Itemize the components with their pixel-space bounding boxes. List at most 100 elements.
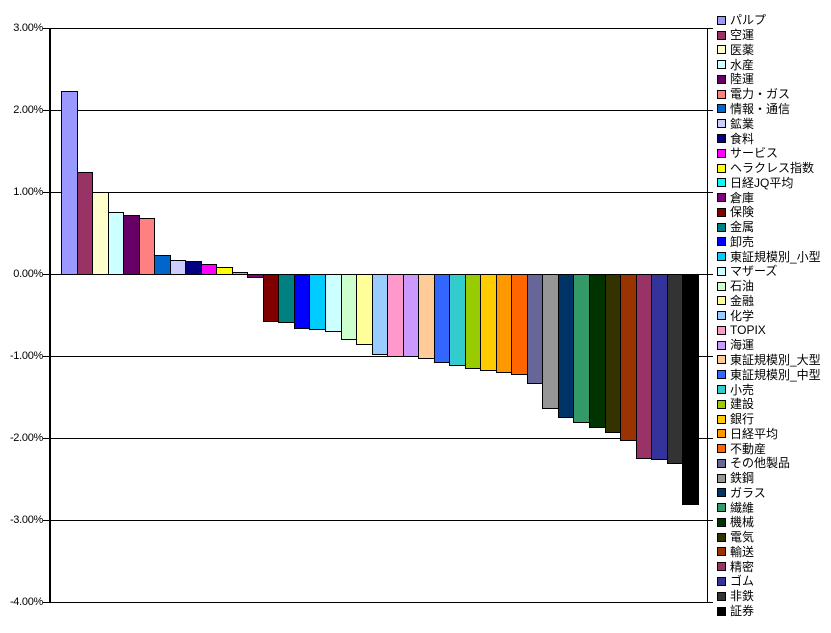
legend-item-マザーズ[interactable]: マザーズ [717, 264, 821, 279]
y-axis-tick-right [703, 602, 713, 603]
bar-陸運[interactable] [123, 214, 140, 275]
legend-item-日経平均[interactable]: 日経平均 [717, 426, 821, 441]
bar-パルプ[interactable] [61, 91, 78, 275]
legend-label: 非鉄 [730, 589, 755, 604]
legend-item-卸売[interactable]: 卸売 [717, 234, 821, 249]
bar-不動産[interactable] [511, 274, 528, 376]
bar-建設[interactable] [464, 274, 482, 370]
bar-ゴム[interactable] [651, 274, 668, 461]
legend-swatch-icon [717, 473, 726, 483]
legend-item-石油[interactable]: 石油 [717, 279, 821, 294]
legend-item-精密[interactable]: 精密 [717, 559, 821, 574]
legend-item-鉱業[interactable]: 鉱業 [717, 116, 821, 131]
legend-label: 情報・通信 [730, 101, 791, 116]
bar-ガラス[interactable] [557, 274, 575, 418]
y-axis-tick-right [703, 274, 713, 275]
legend-item-銀行[interactable]: 銀行 [717, 412, 821, 427]
legend-item-保険[interactable]: 保険 [717, 205, 821, 220]
bar-非鉄[interactable] [666, 274, 684, 464]
y-axis-tick-left [43, 110, 49, 111]
legend-label: 建設 [730, 397, 755, 412]
bar-保険[interactable] [262, 274, 280, 322]
y-axis-tick-right [703, 438, 713, 439]
bar-TOPIX[interactable] [387, 274, 404, 357]
bar-空運[interactable] [76, 172, 94, 275]
legend-item-機械[interactable]: 機械 [717, 515, 821, 530]
legend-item-電気[interactable]: 電気 [717, 530, 821, 545]
legend-item-水産[interactable]: 水産 [717, 57, 821, 72]
bar-卸売[interactable] [293, 274, 311, 330]
legend-label: 輸送 [730, 544, 755, 559]
bar-小売[interactable] [449, 274, 466, 367]
legend-item-東証規模別_中型[interactable]: 東証規模別_中型 [717, 367, 821, 382]
bar-東証規模別_大型[interactable] [418, 274, 435, 359]
bar-化学[interactable] [371, 274, 389, 356]
legend-item-鉄鋼[interactable]: 鉄鋼 [717, 471, 821, 486]
legend-item-医薬[interactable]: 医薬 [717, 43, 821, 58]
legend-item-金融[interactable]: 金融 [717, 294, 821, 309]
y-axis-tick-left [43, 28, 49, 29]
legend-swatch-icon [717, 606, 726, 616]
bar-日経平均[interactable] [495, 274, 513, 374]
legend-label: ゴム [730, 574, 755, 589]
legend-swatch-icon [717, 311, 726, 321]
legend-item-その他製品[interactable]: その他製品 [717, 456, 821, 471]
legend-item-陸運[interactable]: 陸運 [717, 72, 821, 87]
legend-item-海運[interactable]: 海運 [717, 338, 821, 353]
bar-鉱業[interactable] [169, 260, 187, 275]
legend-item-倉庫[interactable]: 倉庫 [717, 190, 821, 205]
bar-その他製品[interactable] [526, 274, 544, 385]
bar-電気[interactable] [604, 274, 622, 434]
plot-area [49, 28, 708, 603]
legend-item-証券[interactable]: 証券 [717, 604, 821, 619]
bar-輸送[interactable] [620, 274, 637, 441]
legend-item-情報・通信[interactable]: 情報・通信 [717, 102, 821, 117]
legend-item-食料[interactable]: 食料 [717, 131, 821, 146]
bar-東証規模別_中型[interactable] [433, 274, 451, 363]
legend-item-サービス[interactable]: サービス [717, 146, 821, 161]
bar-情報・通信[interactable] [154, 255, 171, 275]
bar-金融[interactable] [356, 274, 373, 345]
legend-item-空運[interactable]: 空運 [717, 28, 821, 43]
legend-item-ヘラクレス指数[interactable]: ヘラクレス指数 [717, 161, 821, 176]
legend-swatch-icon [717, 488, 726, 498]
legend-item-化学[interactable]: 化学 [717, 308, 821, 323]
legend-swatch-icon [717, 547, 726, 557]
bar-鉄鋼[interactable] [542, 274, 559, 409]
legend-item-東証規模別_小型[interactable]: 東証規模別_小型 [717, 249, 821, 264]
bar-医薬[interactable] [92, 192, 109, 275]
legend-item-ガラス[interactable]: ガラス [717, 486, 821, 501]
legend-item-ゴム[interactable]: ゴム [717, 574, 821, 589]
legend-item-金属[interactable]: 金属 [717, 220, 821, 235]
legend-item-小売[interactable]: 小売 [717, 382, 821, 397]
bar-海運[interactable] [402, 274, 420, 357]
legend-item-パルプ[interactable]: パルプ [717, 13, 821, 28]
bar-電力・ガス[interactable] [138, 218, 156, 275]
legend-item-不動産[interactable]: 不動産 [717, 441, 821, 456]
legend-item-非鉄[interactable]: 非鉄 [717, 589, 821, 604]
bar-東証規模別_小型[interactable] [309, 274, 326, 330]
bar-水産[interactable] [107, 211, 125, 275]
bar-機械[interactable] [589, 274, 606, 428]
legend-swatch-icon [717, 134, 726, 143]
legend-item-建設[interactable]: 建設 [717, 397, 821, 412]
legend-swatch-icon [717, 148, 726, 158]
legend-item-東証規模別_大型[interactable]: 東証規模別_大型 [717, 353, 821, 368]
bar-証券[interactable] [682, 274, 699, 506]
legend-item-日経JQ平均[interactable]: 日経JQ平均 [717, 175, 821, 190]
legend-item-電力・ガス[interactable]: 電力・ガス [717, 87, 821, 102]
bar-金属[interactable] [278, 274, 295, 324]
bar-食料[interactable] [185, 260, 202, 275]
bar-マザーズ[interactable] [325, 274, 342, 333]
gridline [49, 520, 708, 521]
legend-item-繊維[interactable]: 繊維 [717, 500, 821, 515]
legend-item-TOPIX[interactable]: TOPIX [717, 323, 821, 338]
bar-精密[interactable] [635, 274, 653, 459]
bar-銀行[interactable] [480, 274, 497, 371]
legend-item-輸送[interactable]: 輸送 [717, 545, 821, 560]
bar-繊維[interactable] [573, 274, 590, 424]
legend-label: 鉄鋼 [730, 471, 755, 486]
bar-石油[interactable] [340, 274, 358, 340]
gridline [49, 110, 708, 111]
y-axis-label: -3.00% [9, 514, 43, 526]
